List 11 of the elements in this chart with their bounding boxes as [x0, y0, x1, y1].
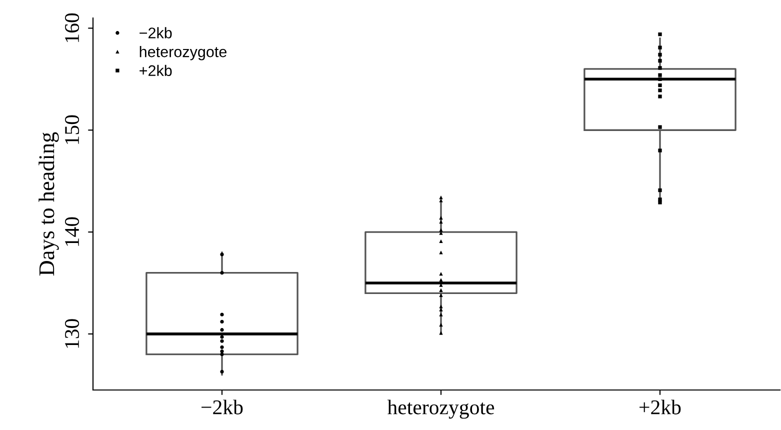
y-tick-label: 130 — [64, 319, 80, 348]
x-tick-label: +2kb — [640, 400, 681, 414]
y-tick-label: 140 — [64, 217, 80, 246]
y-tick-label: 150 — [64, 115, 80, 144]
legend-label: heterozygote — [140, 46, 226, 60]
y-axis-title: Days to heading — [38, 132, 59, 276]
x-tick-label: −2kb — [202, 400, 243, 414]
legend-label: +2kb — [140, 64, 172, 76]
x-tick-label: heterozygote — [387, 400, 494, 419]
legend-label: −2kb — [140, 27, 172, 38]
y-tick-label: 160 — [64, 13, 80, 42]
